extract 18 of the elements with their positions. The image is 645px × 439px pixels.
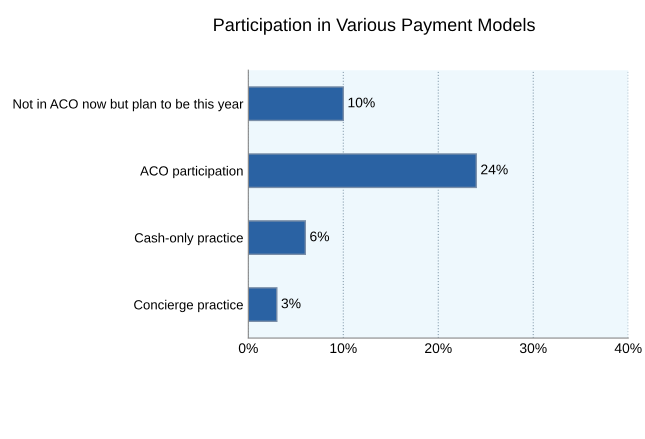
bar	[248, 287, 278, 322]
y-tick-label: Not in ACO now but plan to be this year	[14, 98, 244, 112]
x-tick-label: 20%	[425, 343, 452, 354]
data-label: 3%	[282, 298, 301, 308]
y-tick-label: Cash-only practice	[134, 232, 243, 246]
data-label: 24%	[481, 164, 508, 174]
x-tick-label: 0%	[238, 343, 258, 354]
data-label: 10%	[348, 98, 375, 108]
data-label: 6%	[310, 232, 330, 242]
bar	[248, 86, 344, 122]
y-tick-label: ACO participation	[140, 166, 243, 178]
y-tick-label: Concierge practice	[134, 300, 243, 312]
x-tick-label: 10%	[330, 343, 357, 354]
bar	[248, 220, 306, 256]
x-tick-label: 40%	[614, 343, 642, 354]
x-tick-label: 30%	[520, 343, 547, 354]
bar	[248, 153, 477, 188]
chart-title: Participation in Various Payment Models	[214, 18, 535, 35]
